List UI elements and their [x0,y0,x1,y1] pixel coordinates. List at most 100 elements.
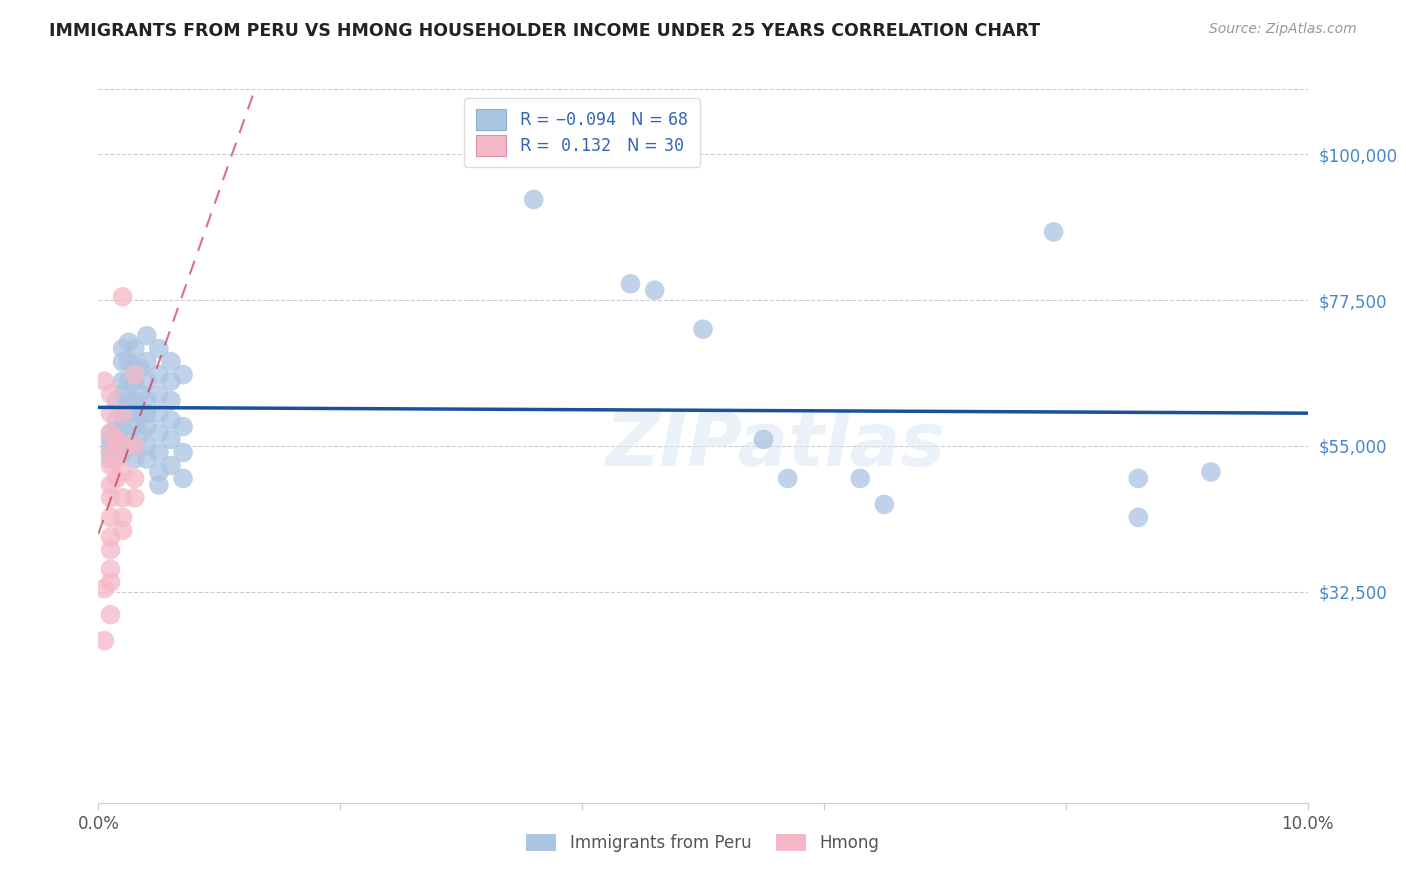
Point [873,497,896,511]
Point [100,407,122,421]
Point [93,633,115,648]
Point [100,445,122,459]
Point [124,342,146,356]
Point [100,530,122,544]
Point [100,510,122,524]
Point [148,387,170,401]
Point [100,478,122,492]
Point [160,354,183,368]
Point [129,361,152,376]
Point [129,407,152,421]
Point [172,445,194,459]
Point [100,452,122,467]
Point [111,510,134,524]
Point [93,374,115,388]
Point [100,445,122,459]
Point [100,607,122,622]
Point [523,193,546,207]
Point [849,471,872,485]
Point [100,387,122,401]
Point [692,322,714,336]
Point [135,439,157,453]
Point [124,491,146,505]
Point [118,335,141,350]
Point [148,445,170,459]
Point [111,342,134,356]
Text: IMMIGRANTS FROM PERU VS HMONG HOUSEHOLDER INCOME UNDER 25 YEARS CORRELATION CHAR: IMMIGRANTS FROM PERU VS HMONG HOUSEHOLDE… [49,22,1040,40]
Point [93,582,115,596]
Point [111,465,134,479]
Point [124,368,146,382]
Point [118,374,141,388]
Point [124,439,146,453]
Point [100,575,122,590]
Point [124,393,146,408]
Point [160,413,183,427]
Point [100,433,122,447]
Point [148,342,170,356]
Point [111,433,134,447]
Point [111,445,134,459]
Point [160,433,183,447]
Point [752,433,775,447]
Point [1128,510,1150,524]
Point [100,439,122,453]
Point [124,419,146,434]
Point [111,407,134,421]
Point [100,458,122,473]
Text: ZIPatlas: ZIPatlas [606,409,946,483]
Point [111,419,134,434]
Point [172,368,194,382]
Point [135,354,157,368]
Text: Source: ZipAtlas.com: Source: ZipAtlas.com [1209,22,1357,37]
Point [100,425,122,440]
Point [644,283,666,297]
Point [129,425,152,440]
Point [111,387,134,401]
Point [135,374,157,388]
Point [148,478,170,492]
Point [118,354,141,368]
Point [124,374,146,388]
Point [619,277,641,291]
Point [105,425,128,440]
Point [172,419,194,434]
Point [135,328,157,343]
Point [1042,225,1064,239]
Point [105,413,128,427]
Point [135,407,157,421]
Point [160,374,183,388]
Legend: Immigrants from Peru, Hmong: Immigrants from Peru, Hmong [520,827,886,859]
Point [100,562,122,576]
Point [135,393,157,408]
Point [100,425,122,440]
Point [124,407,146,421]
Point [148,425,170,440]
Point [124,452,146,467]
Point [118,393,141,408]
Point [111,524,134,538]
Point [100,542,122,557]
Point [148,368,170,382]
Point [160,393,183,408]
Point [105,433,128,447]
Point [105,452,128,467]
Point [124,439,146,453]
Point [105,393,128,408]
Point [105,433,128,447]
Point [124,361,146,376]
Point [111,491,134,505]
Point [105,471,128,485]
Point [148,465,170,479]
Point [1199,465,1222,479]
Point [148,407,170,421]
Point [776,471,799,485]
Point [111,290,134,304]
Point [111,354,134,368]
Point [135,452,157,467]
Point [135,419,157,434]
Point [160,458,183,473]
Point [1128,471,1150,485]
Point [172,471,194,485]
Point [111,374,134,388]
